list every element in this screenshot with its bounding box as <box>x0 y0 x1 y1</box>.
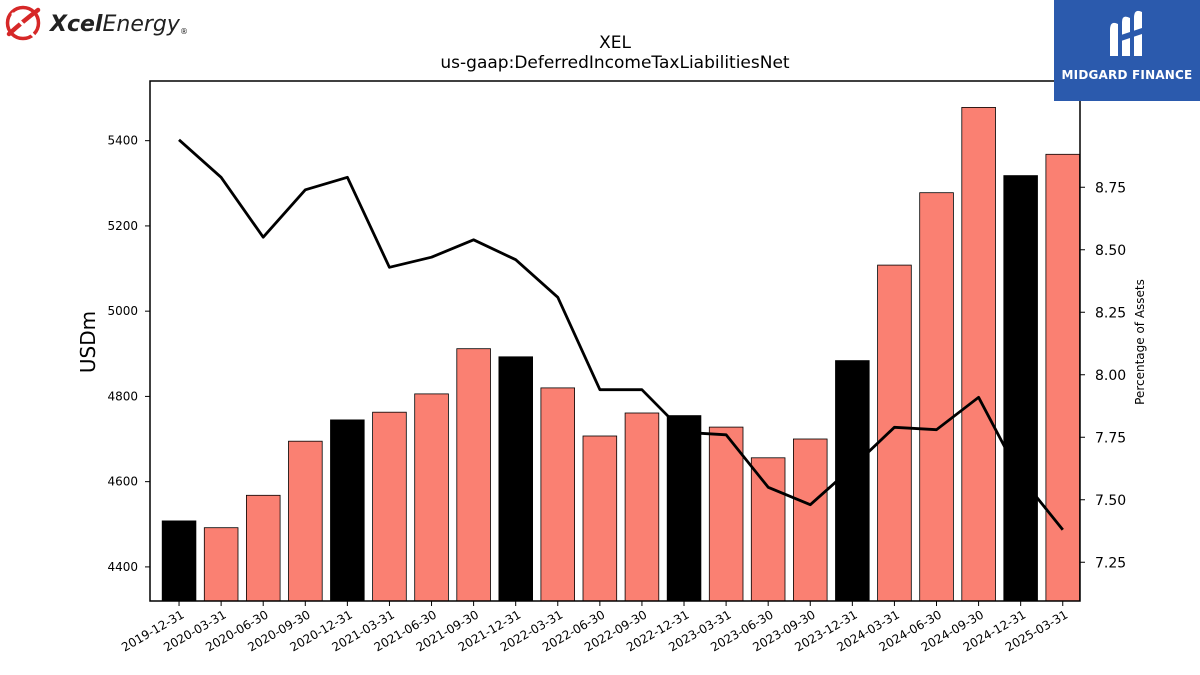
svg-text:XcelEnergy: XcelEnergy <box>48 12 181 37</box>
bar-2021-09-30 <box>456 348 491 602</box>
registered-mark: ® <box>180 27 188 36</box>
bar-2020-06-30 <box>245 494 281 602</box>
y2-tick-label: 7.75 <box>1095 430 1126 446</box>
bar-2021-12-31 <box>498 356 533 602</box>
chart-subtitle: us-gaap:DeferredIncomeTaxLiabilitiesNet <box>440 53 790 73</box>
bar-2020-09-30 <box>288 440 323 602</box>
y2-tick-label: 7.50 <box>1095 493 1126 509</box>
y-tick-label: 5200 <box>107 219 138 233</box>
y-axis-right-ticks: 7.25 7.50 7.75 8.00 8.25 8.50 8.75 <box>1080 180 1126 571</box>
bar-2024-12-31 <box>1003 175 1038 602</box>
bar-2020-12-31 <box>330 419 365 602</box>
bar-2023-06-30 <box>750 457 786 602</box>
y-axis-left-ticks: 4400 4600 4800 5000 5200 5400 <box>107 134 150 574</box>
y2-tick-label: 8.50 <box>1095 243 1126 259</box>
midgard-m-icon <box>1110 10 1142 57</box>
x-axis-ticks: 2019-12-312020-03-312020-06-302020-09-30… <box>119 601 1070 654</box>
bar-2022-06-30 <box>582 435 618 602</box>
bar-2022-09-30 <box>624 412 660 602</box>
y-axis-label: USDm <box>76 311 100 373</box>
y2-tick-label: 8.00 <box>1095 368 1126 384</box>
xcel-wordmark-bold: Xcel <box>48 12 103 37</box>
xcel-wordmark-rest: Energy <box>102 12 180 37</box>
bar-2019-12-31 <box>161 520 197 602</box>
xcel-energy-logo: XcelEnergy ® <box>4 4 194 42</box>
y-tick-label: 5000 <box>107 304 138 318</box>
xcel-swoosh-icon <box>5 5 41 41</box>
y2-tick-label: 8.25 <box>1095 305 1126 321</box>
line-group <box>178 138 1064 531</box>
bar-2021-03-31 <box>372 411 407 602</box>
bar-2022-12-31 <box>666 415 702 602</box>
chart-title: XEL <box>599 33 631 53</box>
y2-axis-label: Percentage of Assets <box>1133 279 1147 405</box>
bar-2024-06-30 <box>919 192 954 602</box>
bar-2023-03-31 <box>708 426 744 602</box>
midgard-finance-logo: MIDGARD FINANCE <box>1054 0 1200 101</box>
plot-frame <box>149 80 1081 602</box>
bar-2020-03-31 <box>203 527 239 602</box>
bar-2023-12-31 <box>835 360 870 602</box>
bars-group <box>161 107 1081 602</box>
y2-tick-label: 7.25 <box>1095 555 1126 571</box>
bar-2025-03-31 <box>1045 153 1081 602</box>
bar-2024-03-31 <box>877 264 912 602</box>
midgard-finance-text: MIDGARD FINANCE <box>1061 68 1193 82</box>
y2-tick-label: 8.75 <box>1095 180 1126 196</box>
y-tick-label: 4800 <box>107 389 138 403</box>
bar-2021-06-30 <box>414 393 449 602</box>
y-tick-label: 5400 <box>107 134 138 148</box>
y-tick-label: 4400 <box>107 560 138 574</box>
bar-2024-09-30 <box>961 107 996 602</box>
bar-2023-09-30 <box>793 438 828 602</box>
y-tick-label: 4600 <box>107 475 138 489</box>
percentage-line <box>178 138 1064 531</box>
bar-2022-03-31 <box>540 387 576 602</box>
